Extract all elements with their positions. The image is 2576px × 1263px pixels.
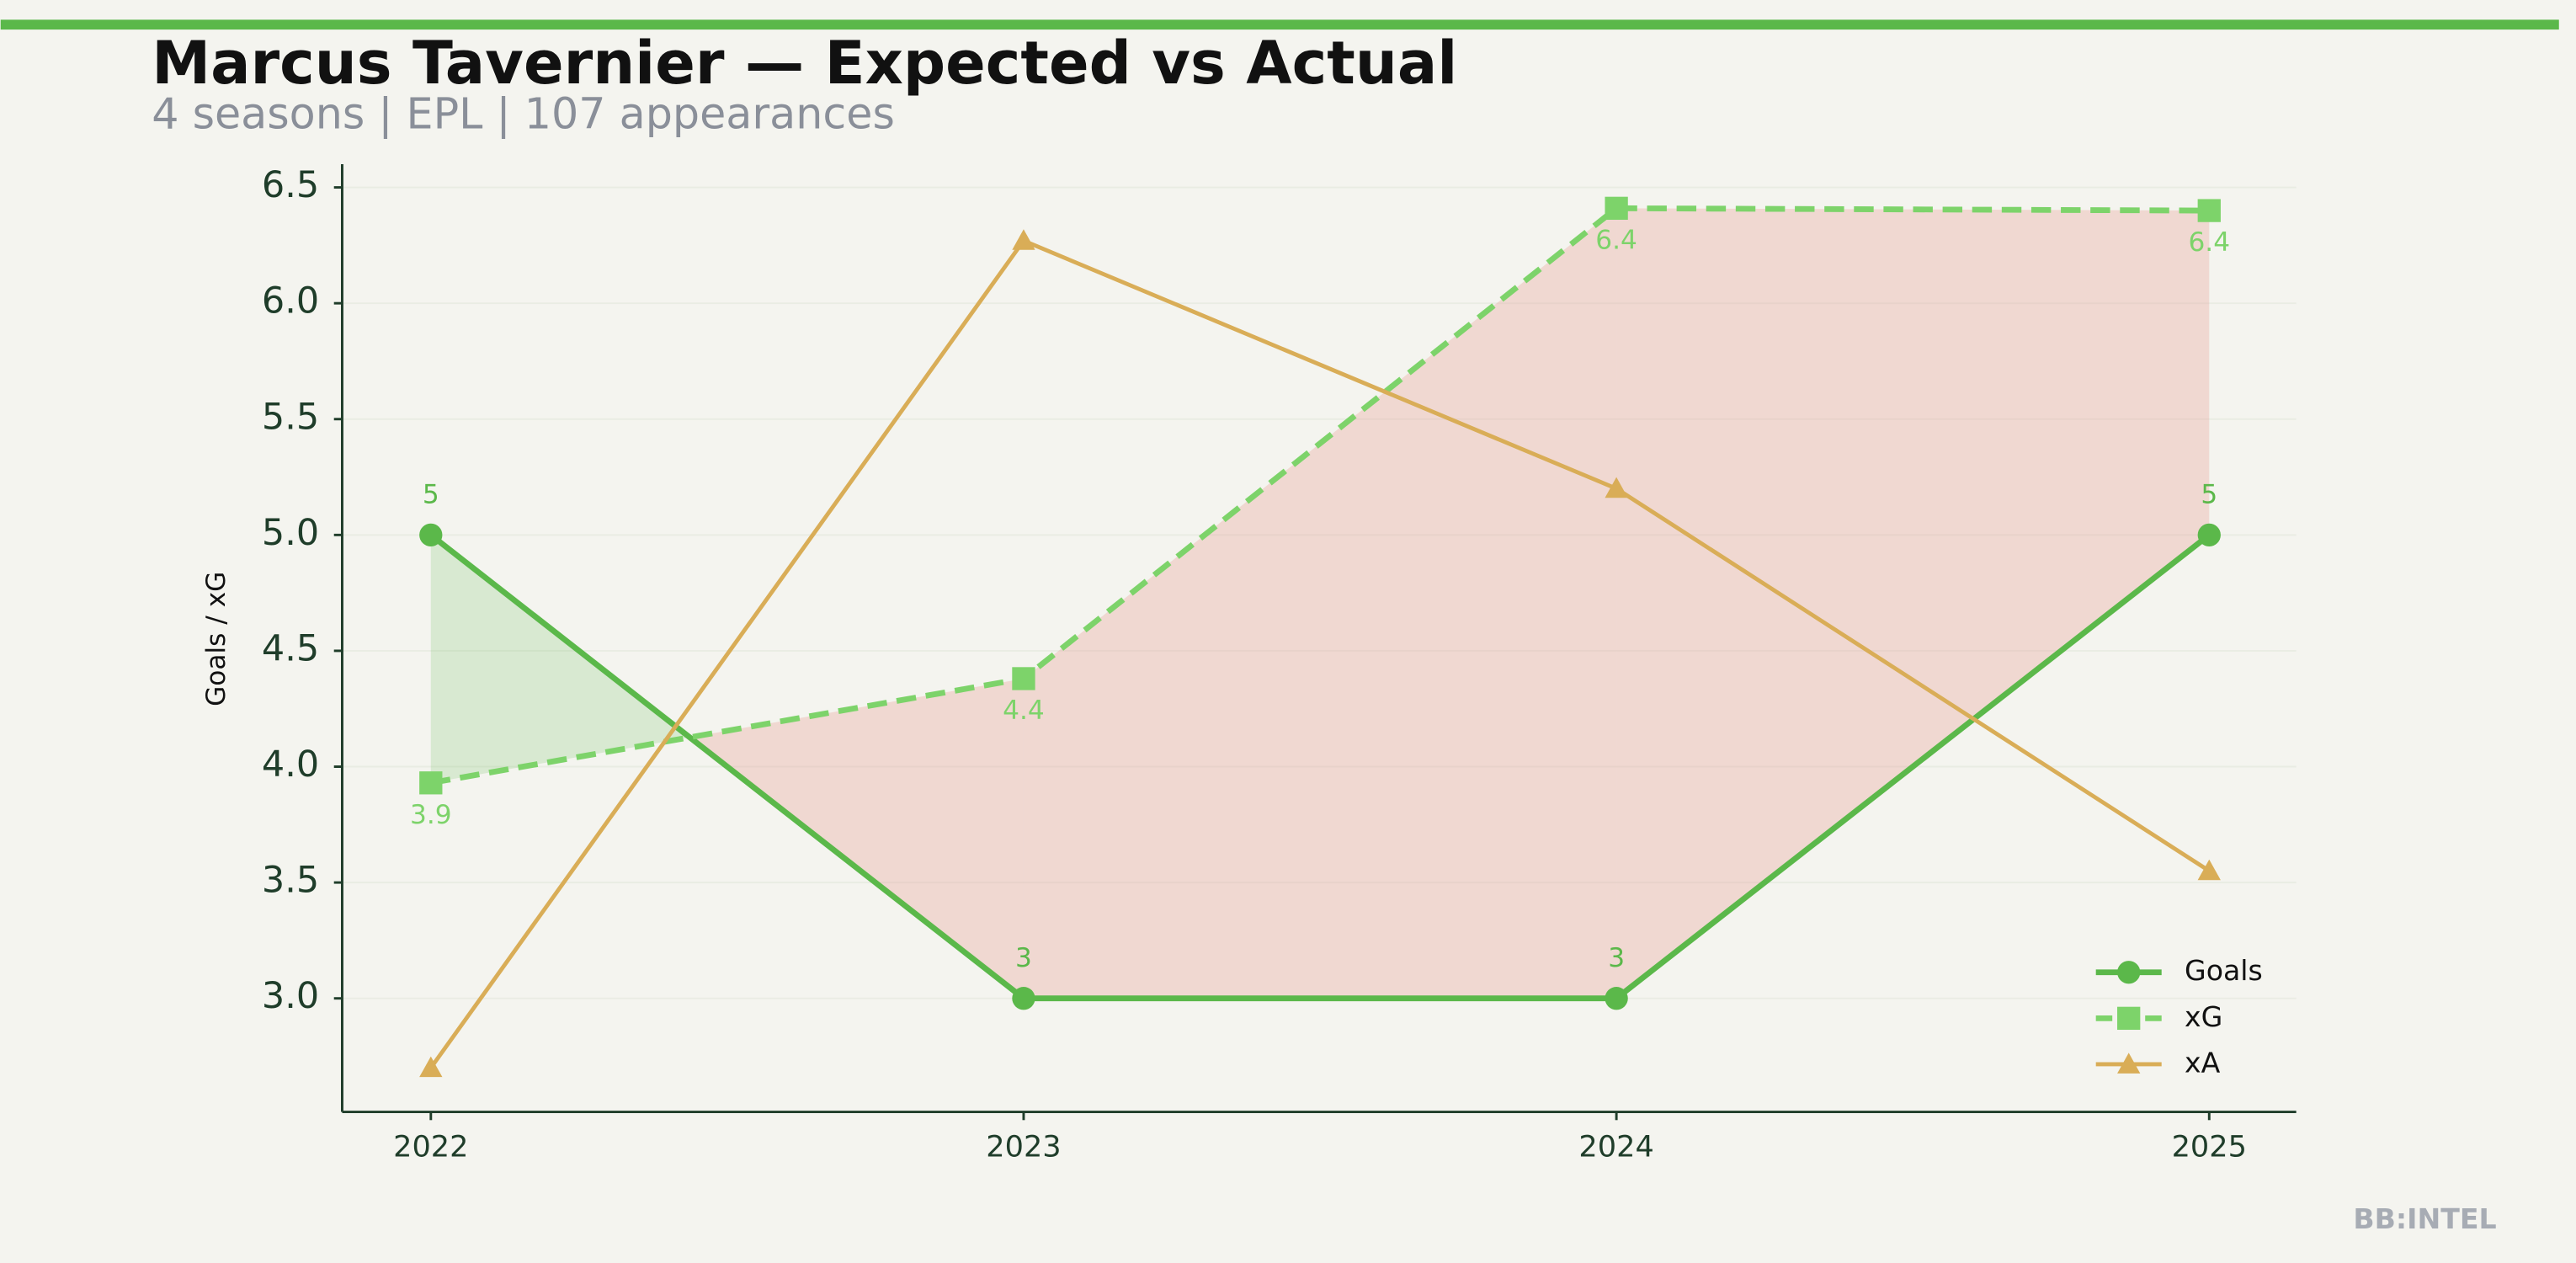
marker (2197, 199, 2221, 222)
data-label: 6.4 (1595, 225, 1637, 255)
data-label: 3 (1015, 943, 1032, 973)
legend: Goals xG xA (2095, 954, 2263, 1079)
under-performance-area (1616, 208, 2210, 999)
marker (419, 1056, 443, 1078)
y-tick-label: 3.5 (262, 860, 319, 902)
x-tick-label: 2024 (1578, 1129, 1653, 1164)
legend-label: xG (2185, 1000, 2222, 1033)
marker (419, 771, 443, 795)
top-bar (0, 19, 2559, 30)
plot-area: 3.0 3.5 4.0 4.5 5.0 5.5 6.0 6.5 2022 2023 2024 2025… (262, 164, 2297, 1164)
marker (1012, 987, 1035, 1010)
under-performance-area (689, 678, 1024, 999)
x-tick-label: 2025 (2172, 1129, 2247, 1164)
line-xa (428, 237, 2211, 1069)
legend-label: xA (2185, 1046, 2221, 1079)
data-label: 5 (423, 480, 439, 510)
y-tick-label: 3.0 (262, 975, 319, 1017)
y-tick-label: 4.5 (262, 627, 319, 669)
line-goals (428, 532, 2211, 1002)
legend-marker (2117, 1006, 2141, 1031)
marker (1605, 196, 1628, 220)
data-label: 6.4 (2188, 227, 2230, 258)
y-tick-label: 6.0 (262, 280, 319, 322)
x-tick-label: 2023 (986, 1129, 1061, 1164)
legend-marker (2117, 1052, 2141, 1074)
legend-label: Goals (2185, 954, 2263, 987)
legend-marker (2117, 961, 2141, 984)
marker (2197, 523, 2221, 547)
x-tick-label: 2022 (393, 1129, 468, 1164)
marker (1012, 229, 1035, 250)
over-performance-area (430, 535, 690, 783)
chart-subtitle: 4 seasons | EPL | 107 appearances (152, 88, 895, 139)
line-xg (430, 205, 2210, 786)
data-label: 5 (2201, 480, 2217, 510)
data-label: 4.4 (1003, 695, 1045, 726)
marker (2197, 859, 2221, 881)
data-label: 3.9 (410, 800, 452, 830)
y-tick-label: 4.0 (262, 743, 319, 786)
marker (1605, 477, 1628, 498)
data-label: 3 (1608, 943, 1625, 973)
under-performance-area (1023, 208, 1617, 999)
marker (1012, 667, 1035, 690)
footer: BB:INTEL (2353, 1202, 2496, 1235)
y-tick-label: 5.5 (262, 396, 319, 438)
chart-title: Marcus Tavernier — Expected vs Actual (152, 29, 1457, 98)
marker (419, 523, 443, 547)
y-axis-label: Goals / xG (201, 572, 232, 706)
y-tick-label: 5.0 (262, 512, 319, 554)
y-tick-label: 6.5 (262, 164, 319, 206)
marker (1605, 987, 1628, 1010)
